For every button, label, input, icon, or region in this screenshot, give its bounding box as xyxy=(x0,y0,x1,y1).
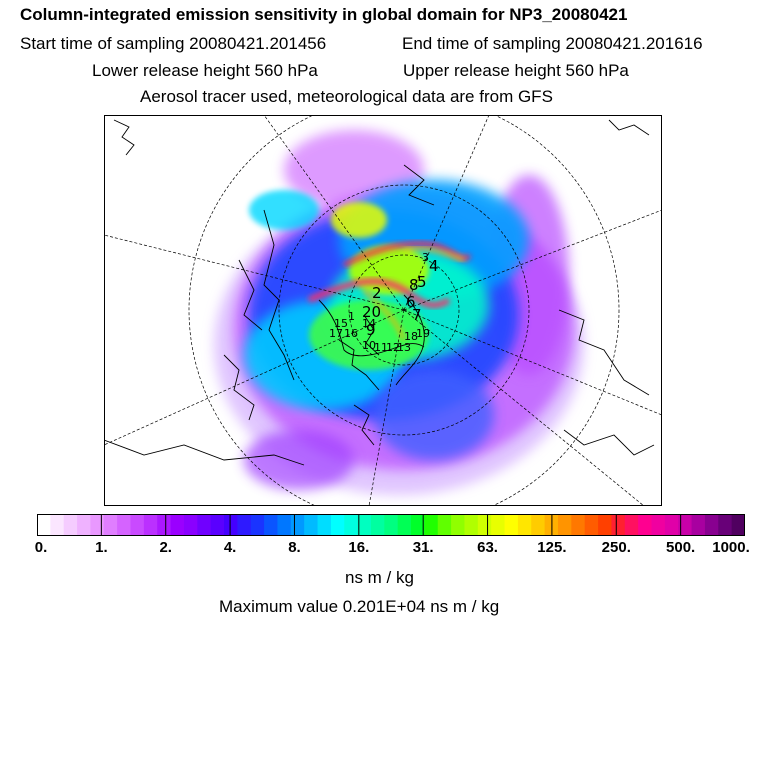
colorbar-swatch xyxy=(317,514,332,536)
release-label: 3 xyxy=(422,251,429,264)
colorbar-swatch xyxy=(117,514,132,536)
colorbar-swatch xyxy=(290,514,305,536)
colorbar-swatch xyxy=(37,514,51,536)
colorbar-swatch xyxy=(397,514,412,536)
release-label: 20 xyxy=(362,303,381,321)
sensitivity-field xyxy=(214,130,584,495)
colorbar-swatch xyxy=(330,514,345,536)
colorbar-swatch xyxy=(157,514,172,536)
colorbar-swatch xyxy=(197,514,212,536)
colorbar-swatch xyxy=(678,514,693,536)
colorbar-tick-label: 4. xyxy=(223,539,237,556)
coastlines xyxy=(104,119,655,466)
colorbar-swatch xyxy=(664,514,679,536)
sensitivity-map: 2 20 6 7 4 5 8 9 10 11 12 13 14 15 16 17… xyxy=(104,115,662,506)
release-label: 13 xyxy=(397,341,411,354)
colorbar-swatch xyxy=(504,514,519,536)
release-label: 1 xyxy=(348,310,355,323)
release-label: 11 xyxy=(374,341,388,354)
colorbar-swatch xyxy=(651,514,666,536)
colorbar-swatch xyxy=(584,514,599,536)
colorbar-tick-label: 0. xyxy=(34,539,48,556)
colorbar-swatch xyxy=(638,514,653,536)
colorbar-swatch xyxy=(210,514,225,536)
colorbar-swatch xyxy=(691,514,706,536)
release-label: 2 xyxy=(372,284,382,302)
release-label: 10 xyxy=(362,339,376,352)
colorbar-swatch xyxy=(344,514,359,536)
colorbar-tick-label: 125. xyxy=(537,539,567,556)
colorbar-swatch xyxy=(464,514,479,536)
colorbar-swatch xyxy=(624,514,639,536)
colorbar-swatch xyxy=(304,514,319,536)
upper-release-label: Upper release height 560 hPa xyxy=(403,61,629,80)
colorbar-tick-label: 1000. xyxy=(712,539,750,556)
colorbar-swatch xyxy=(491,514,506,536)
colorbar-swatch xyxy=(250,514,265,536)
colorbar-tick-label: 250. xyxy=(601,539,631,556)
colorbar-tick-label: 500. xyxy=(666,539,696,556)
start-time-label: Start time of sampling 20080421.201456 xyxy=(20,34,327,53)
colorbar-tick-label: 2. xyxy=(159,539,172,556)
lower-release-label: Lower release height 560 hPa xyxy=(92,61,318,80)
colorbar-swatch xyxy=(370,514,385,536)
colorbar xyxy=(37,514,745,536)
release-label: 14 xyxy=(362,317,376,330)
colorbar-swatch xyxy=(183,514,198,536)
end-time-label: End time of sampling 20080421.201616 xyxy=(402,34,703,53)
colorbar-tick-label: 16. xyxy=(348,539,370,556)
colorbar-swatch xyxy=(477,514,492,536)
colorbar-swatch xyxy=(517,514,532,536)
colorbar-swatch xyxy=(424,514,439,536)
colorbar-swatch xyxy=(437,514,452,536)
release-label: 15 xyxy=(334,317,348,330)
colorbar-swatch xyxy=(718,514,733,536)
colorbar-swatch xyxy=(264,514,279,536)
colorbar-swatch xyxy=(598,514,613,536)
release-label: 16 xyxy=(344,327,358,340)
release-label: 7 xyxy=(412,306,422,324)
colorbar-swatch xyxy=(411,514,425,536)
colorbar-swatch xyxy=(77,514,92,536)
release-label: 9 xyxy=(366,321,376,339)
release-label: 5 xyxy=(417,273,427,291)
graticule xyxy=(104,115,662,506)
colorbar-swatch xyxy=(103,514,118,536)
colorbar-swatch xyxy=(63,514,78,536)
colorbar-swatch xyxy=(50,514,65,536)
release-label: 19 xyxy=(416,327,430,340)
tracer-info-label: Aerosol tracer used, meteorological data… xyxy=(140,87,553,106)
colorbar-swatch xyxy=(731,514,745,536)
colorbar-tick-label: 63. xyxy=(477,539,498,556)
release-labels: 2 20 6 7 4 5 8 9 10 11 12 13 14 15 16 17… xyxy=(329,251,439,354)
colorbar-swatch xyxy=(384,514,399,536)
release-label: 8 xyxy=(409,276,419,294)
release-label: 12 xyxy=(386,341,400,354)
colorbar-swatch xyxy=(143,514,158,536)
colorbar-swatch xyxy=(557,514,572,536)
colorbar-border xyxy=(37,514,745,536)
colorbar-swatch xyxy=(237,514,252,536)
colorbar-tick-label: 8. xyxy=(288,539,301,556)
colorbar-swatch xyxy=(224,514,238,536)
colorbar-swatch xyxy=(277,514,292,536)
colorbar-tick-label: 31. xyxy=(412,539,434,556)
colorbar-swatch xyxy=(571,514,586,536)
colorbar-swatch xyxy=(704,514,719,536)
colorbar-swatch xyxy=(90,514,105,536)
colorbar-swatch xyxy=(130,514,145,536)
release-label: 18 xyxy=(404,330,418,343)
plot-title: Column-integrated emission sensitivity i… xyxy=(20,5,628,24)
colorbar-swatch xyxy=(451,514,466,536)
colorbar-swatch xyxy=(611,514,626,536)
colorbar-swatch xyxy=(531,514,546,536)
colorbar-swatch xyxy=(170,514,185,536)
release-label: 4 xyxy=(429,257,439,275)
release-label: 6 xyxy=(406,293,416,311)
colorbar-swatch xyxy=(357,514,372,536)
max-value-label: Maximum value 0.201E+04 ns m / kg xyxy=(219,597,500,616)
units-label: ns m / kg xyxy=(345,568,414,587)
release-label: 17 xyxy=(329,327,343,340)
colorbar-tick-label: 1. xyxy=(95,539,108,556)
